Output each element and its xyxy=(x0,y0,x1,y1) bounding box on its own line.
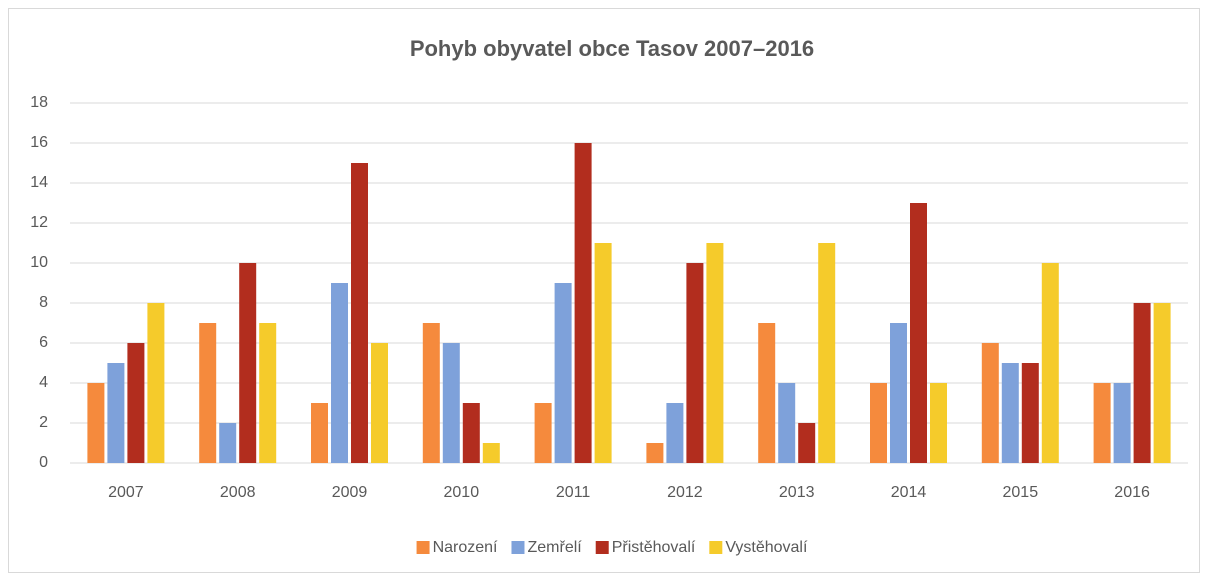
legend-label: Zemřelí xyxy=(527,539,582,556)
bar xyxy=(219,423,237,463)
bar xyxy=(646,443,664,463)
x-tick-label: 2014 xyxy=(891,484,927,501)
bar xyxy=(534,403,552,463)
bar xyxy=(798,423,816,463)
y-tick-label: 2 xyxy=(39,414,48,431)
bar xyxy=(686,263,704,463)
bar xyxy=(594,243,612,463)
legend-swatch xyxy=(709,541,723,554)
bar xyxy=(1041,263,1059,463)
bar xyxy=(147,303,165,463)
bar xyxy=(930,383,947,463)
bar xyxy=(890,323,907,463)
legend-label: Narození xyxy=(433,539,498,556)
bar xyxy=(127,343,145,463)
x-tick-label: 2010 xyxy=(444,484,480,501)
bar xyxy=(706,243,724,463)
bar xyxy=(574,143,592,463)
bar xyxy=(1001,363,1019,463)
legend-swatch xyxy=(595,541,609,554)
y-tick-label: 6 xyxy=(39,334,48,351)
y-tick-label: 14 xyxy=(30,174,48,191)
bar xyxy=(1093,383,1111,463)
x-tick-label: 2013 xyxy=(779,484,815,501)
x-tick-label: 2008 xyxy=(220,484,256,501)
bar xyxy=(870,383,887,463)
bar xyxy=(1133,303,1151,463)
bar xyxy=(1021,363,1039,463)
bar xyxy=(1153,303,1171,463)
x-tick-label: 2015 xyxy=(1003,484,1039,501)
bar xyxy=(259,323,277,463)
bar xyxy=(910,203,927,463)
legend-label: Vystěhovalí xyxy=(725,539,808,556)
bar xyxy=(371,343,388,463)
bar xyxy=(239,263,257,463)
bar xyxy=(818,243,836,463)
x-tick-label: 2012 xyxy=(667,484,703,501)
bar xyxy=(554,283,572,463)
y-tick-label: 0 xyxy=(39,454,48,471)
y-tick-label: 10 xyxy=(30,254,48,271)
x-tick-label: 2007 xyxy=(108,484,144,501)
y-tick-label: 18 xyxy=(30,94,48,111)
bar xyxy=(351,163,368,463)
bar xyxy=(1113,383,1131,463)
x-tick-label: 2016 xyxy=(1114,484,1150,501)
y-tick-label: 12 xyxy=(30,214,48,231)
legend-label: Přistěhovalí xyxy=(612,539,696,556)
x-tick-label: 2011 xyxy=(556,484,591,501)
y-tick-label: 16 xyxy=(30,134,48,151)
chart-title: Pohyb obyvatel obce Tasov 2007–2016 xyxy=(410,36,814,61)
bar xyxy=(199,323,217,463)
bar xyxy=(758,323,776,463)
bar xyxy=(981,343,999,463)
y-tick-label: 8 xyxy=(39,294,48,311)
bar xyxy=(482,443,500,463)
bar xyxy=(462,403,480,463)
bar xyxy=(107,363,125,463)
legend-swatch xyxy=(416,541,430,554)
bar xyxy=(422,323,440,463)
bar xyxy=(311,403,328,463)
bar xyxy=(87,383,105,463)
bar xyxy=(331,283,348,463)
y-tick-label: 4 xyxy=(39,374,48,391)
bar xyxy=(778,383,796,463)
legend-swatch xyxy=(511,541,525,554)
bar xyxy=(442,343,460,463)
bar xyxy=(666,403,684,463)
x-tick-label: 2009 xyxy=(332,484,368,501)
